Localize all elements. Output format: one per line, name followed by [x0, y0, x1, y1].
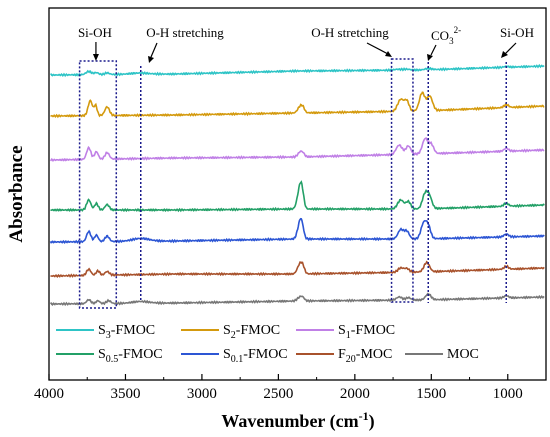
x-axis: 4000 3500 3000 2500 2000 1500 1000: [34, 374, 547, 402]
legend: S3-FMOC S2-FMOC S1-FMOC S0.5-FMOC S0.1-FMOC F…: [50, 315, 542, 379]
annotation-label: O-H stretching: [146, 25, 224, 40]
annotation-arrowhead: [385, 51, 392, 57]
legend-label: S0.1-FMOC: [223, 347, 288, 365]
spectrum-line: [49, 292, 545, 307]
spectrum-line: [50, 260, 545, 278]
spectrum-line: [49, 63, 545, 78]
x-tick-label: 2500: [263, 386, 293, 402]
annotation-label: CO32-: [431, 25, 461, 46]
x-tick-label: 2000: [340, 386, 370, 402]
annotation-arrowhead: [501, 51, 508, 58]
annotation-arrow: [150, 42, 158, 58]
x-axis-title: Wavenumber (cm-1): [221, 409, 374, 432]
legend-label: MOC: [447, 347, 479, 362]
x-tick-label: 4000: [34, 386, 64, 402]
annotations: Si-OH O-H stretching O-H stretching CO32- Si…: [78, 25, 534, 309]
plot-frame: [48, 7, 547, 381]
annotation-label: Si-OH: [500, 25, 534, 40]
annotation-arrowhead: [427, 54, 433, 61]
si-oh-highlight-box: [78, 60, 118, 309]
annotation-arrow: [430, 44, 437, 56]
x-tick-label: 3000: [187, 386, 217, 402]
x-tick-label: 1500: [416, 386, 446, 402]
annotation-label: O-H stretching: [311, 25, 389, 40]
plot-area: [49, 63, 545, 307]
x-tick-label: 1000: [493, 386, 523, 402]
legend-label: S3-FMOC: [98, 323, 155, 341]
spectrum-line: [50, 180, 545, 213]
legend-background: [50, 315, 542, 379]
spectrum-line: [50, 91, 545, 119]
legend-label: F20-MOC: [338, 347, 392, 365]
annotation-arrow: [366, 42, 389, 55]
legend-label: S0.5-FMOC: [98, 347, 163, 365]
annotation-arrowhead: [148, 56, 154, 63]
spectrum-line: [49, 217, 545, 244]
legend-label: S1-FMOC: [338, 323, 395, 341]
x-tick-label: 3500: [110, 386, 140, 402]
legend-label: S2-FMOC: [223, 323, 280, 341]
oh-highlight-box: [390, 58, 414, 303]
annotation-arrowhead: [92, 54, 99, 61]
y-axis-title: Absorbance: [6, 145, 27, 242]
annotation-label: Si-OH: [78, 25, 112, 40]
spectrum-line: [49, 137, 545, 162]
annotation-arrow: [504, 42, 517, 55]
